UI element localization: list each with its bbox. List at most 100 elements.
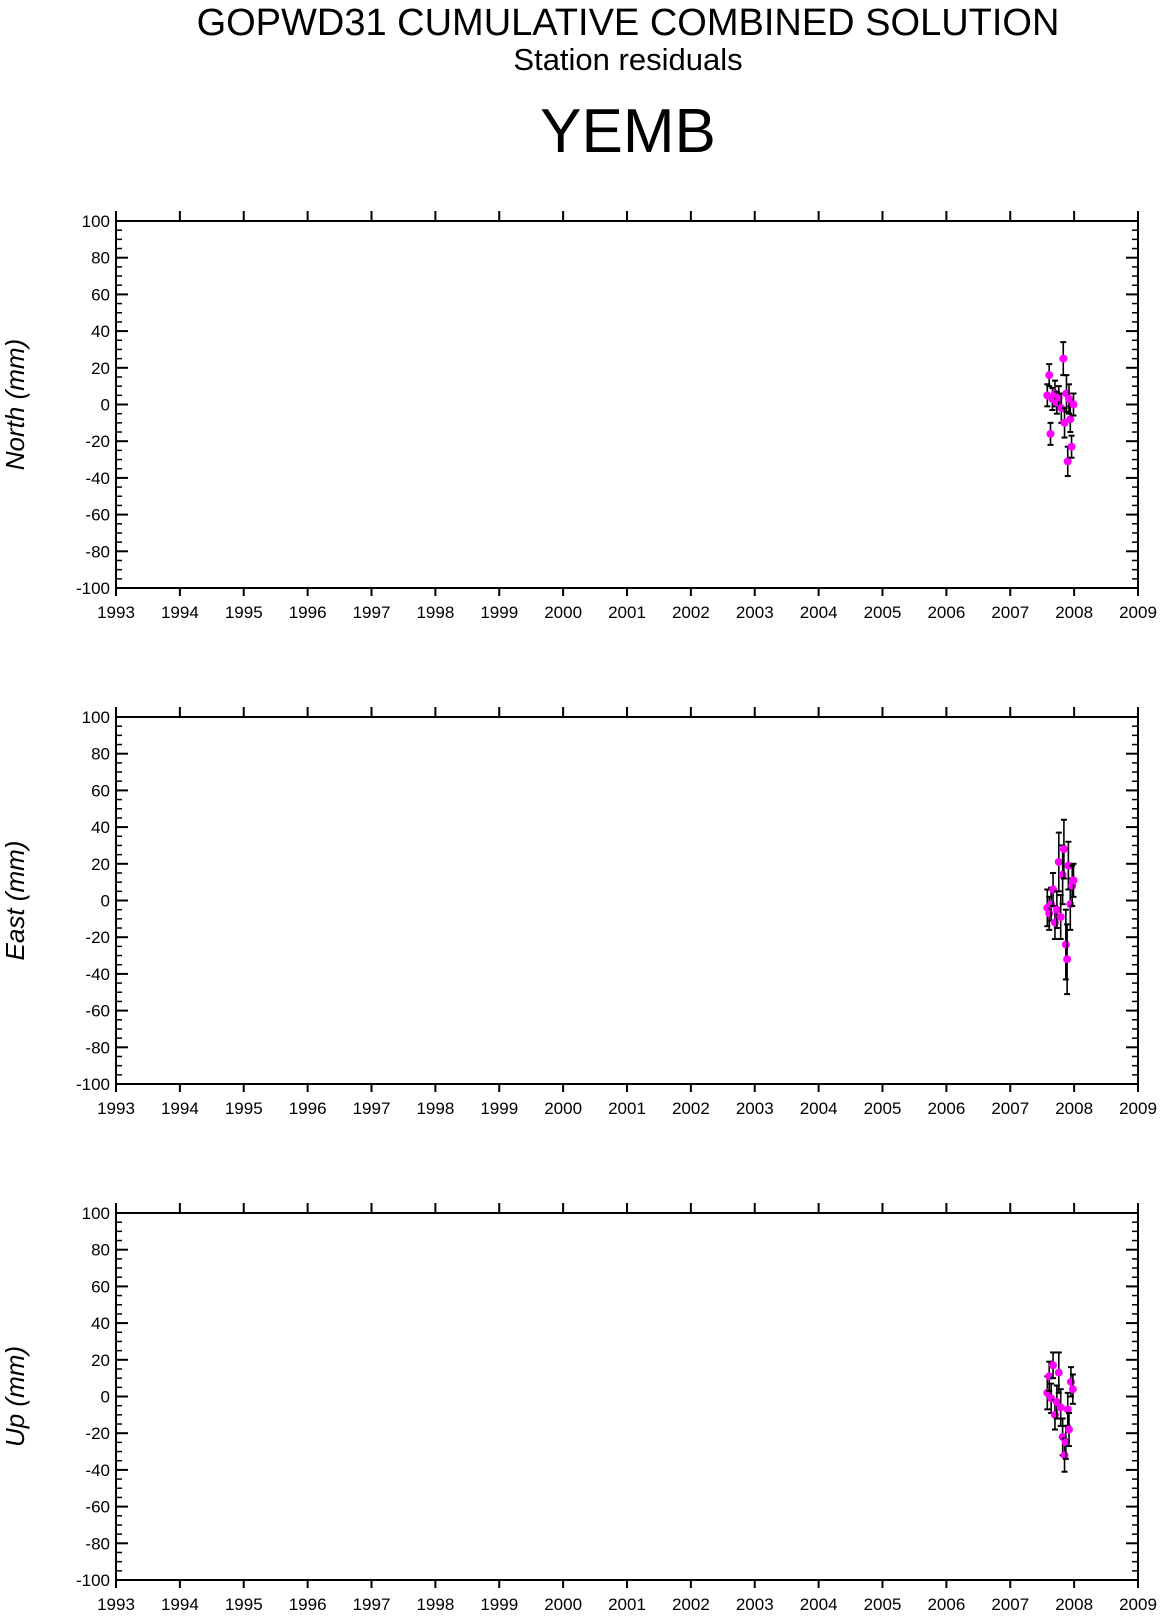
data-point [1061, 940, 1070, 949]
x-tick-label: 2008 [1055, 1595, 1093, 1614]
x-tick-label: 2004 [800, 1595, 838, 1614]
y-tick-label: 0 [101, 1388, 110, 1407]
x-tick-label: 2007 [991, 1099, 1029, 1118]
x-tick-label: 2000 [544, 1099, 582, 1118]
x-tick-label: 2005 [864, 603, 902, 622]
data-point [1059, 354, 1068, 363]
x-tick-label: 1997 [353, 603, 391, 622]
data-point [1057, 404, 1066, 413]
x-tick-label: 1999 [480, 1099, 518, 1118]
y-tick-label: -60 [85, 1498, 110, 1517]
data-point [1056, 913, 1065, 922]
x-tick-label: 2003 [736, 1595, 774, 1614]
data-point [1059, 845, 1068, 854]
x-tick-label: 2008 [1055, 1099, 1093, 1118]
y-tick-label: -80 [85, 542, 110, 561]
panel-1: 100 80 60 40 20 0 -20 -40 -60 -80 -100 1993 1994 1995… [0, 211, 1157, 622]
x-tick-label: 1999 [480, 603, 518, 622]
y-axis-label: North (mm) [0, 339, 30, 470]
x-tick-label: 2007 [991, 603, 1029, 622]
plot-frame [115, 716, 1139, 1085]
data-point [1049, 1361, 1058, 1370]
x-tick-label: 2006 [927, 603, 965, 622]
x-tick-label: 1998 [416, 1099, 454, 1118]
x-tick-label: 2003 [736, 603, 774, 622]
y-tick-label: 60 [91, 285, 110, 304]
y-tick-label: 80 [91, 249, 110, 268]
x-tick-label: 1996 [289, 1099, 327, 1118]
y-tick-label: 80 [91, 745, 110, 764]
x-tick-label: 2004 [800, 1099, 838, 1118]
data-point [1063, 955, 1072, 964]
y-tick-label: 20 [91, 855, 110, 874]
y-tick-label: 40 [91, 818, 110, 837]
x-tick-label: 1993 [97, 1099, 135, 1118]
x-tick-label: 2000 [544, 603, 582, 622]
x-tick-label: 2003 [736, 1099, 774, 1118]
y-tick-label: -40 [85, 1461, 110, 1480]
data-point [1054, 857, 1063, 866]
y-tick-label: -100 [76, 579, 110, 598]
x-tick-label: 2005 [864, 1595, 902, 1614]
data-point [1056, 1403, 1065, 1412]
data-point [1067, 442, 1076, 451]
x-tick-label: 1993 [97, 603, 135, 622]
y-axis-label: Up (mm) [0, 1346, 30, 1447]
x-tick-label: 2006 [927, 1595, 965, 1614]
y-tick-label: -20 [85, 928, 110, 947]
x-tick-label: 2002 [672, 1099, 710, 1118]
y-tick-label: -80 [85, 1038, 110, 1057]
y-tick-label: 60 [91, 781, 110, 800]
x-tick-label: 1995 [225, 603, 263, 622]
chart-title: GOPWD31 CUMULATIVE COMBINED SOLUTION [196, 2, 1060, 44]
data-point [1061, 1438, 1070, 1447]
y-tick-label: -40 [85, 965, 110, 984]
x-tick-label: 1995 [225, 1595, 263, 1614]
x-tick-label: 2004 [800, 603, 838, 622]
x-tick-label: 2002 [672, 603, 710, 622]
plot-frame [115, 1212, 1139, 1581]
x-tick-label: 2006 [927, 1099, 965, 1118]
data-point [1052, 905, 1061, 914]
plot-frame [115, 220, 1139, 589]
data-point [1066, 415, 1075, 424]
x-tick-label: 1994 [161, 1595, 199, 1614]
x-tick-label: 1993 [97, 1595, 135, 1614]
x-tick-label: 1994 [161, 603, 199, 622]
y-tick-label: -20 [85, 1424, 110, 1443]
data-point [1065, 394, 1074, 403]
x-tick-label: 1995 [225, 1099, 263, 1118]
y-tick-label: 40 [91, 322, 110, 341]
data-point [1066, 1377, 1075, 1386]
x-tick-label: 2000 [544, 1595, 582, 1614]
y-tick-label: 80 [91, 1241, 110, 1260]
y-tick-label: -40 [85, 469, 110, 488]
x-tick-label: 1994 [161, 1099, 199, 1118]
data-point [1069, 876, 1078, 885]
x-tick-label: 1998 [416, 603, 454, 622]
y-tick-label: 20 [91, 1351, 110, 1370]
x-tick-label: 2009 [1119, 1099, 1157, 1118]
chart-subtitle: Station residuals [513, 42, 743, 77]
x-tick-label: 2009 [1119, 603, 1157, 622]
x-tick-label: 2005 [864, 1099, 902, 1118]
y-tick-label: -80 [85, 1534, 110, 1553]
y-tick-label: -60 [85, 506, 110, 525]
y-tick-label: -100 [76, 1075, 110, 1094]
x-tick-label: 1997 [353, 1595, 391, 1614]
y-tick-label: -100 [76, 1571, 110, 1590]
x-tick-label: 1997 [353, 1099, 391, 1118]
y-tick-label: 0 [101, 396, 110, 415]
data-point [1045, 909, 1054, 918]
y-tick-label: -60 [85, 1002, 110, 1021]
x-tick-label: 2008 [1055, 603, 1093, 622]
data-point [1069, 400, 1078, 409]
y-tick-label: 60 [91, 1277, 110, 1296]
data-point [1063, 457, 1072, 466]
data-point [1050, 918, 1059, 927]
y-axis-label: East (mm) [0, 841, 30, 961]
data-point [1060, 418, 1069, 427]
data-point [1046, 429, 1055, 438]
data-point [1063, 1405, 1072, 1414]
panel-3: 100 80 60 40 20 0 -20 -40 -60 -80 -100 1993 1994 1995… [0, 1203, 1157, 1614]
